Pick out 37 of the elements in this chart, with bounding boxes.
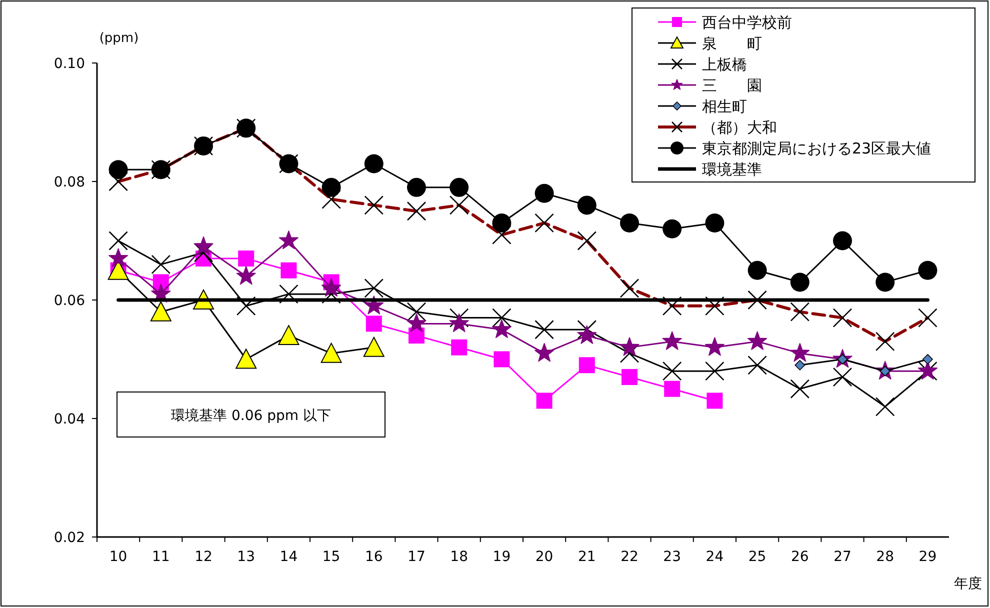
x-tick-label: 17 <box>408 549 426 565</box>
annotation: 環境基準 0.06 ppm 以下 <box>171 408 331 424</box>
x-tick-label: 22 <box>620 549 638 565</box>
text-box: 環境基準 0.06 ppm 以下 <box>116 392 386 438</box>
legend-label: 相生町 <box>702 97 747 116</box>
legend-label: 上板橋 <box>702 55 747 74</box>
x-tick-label: 23 <box>663 549 682 565</box>
legend-label: 西台中学校前 <box>702 13 792 32</box>
x-tick-label: 18 <box>450 549 468 565</box>
x-tick-label: 14 <box>280 549 298 565</box>
x-tick-label: 13 <box>237 549 256 565</box>
x-axis-title: 年度 <box>954 576 982 592</box>
x-tick-label: 11 <box>152 549 170 565</box>
x-tick-label: 10 <box>109 549 128 565</box>
legend-label: 東京都測定局における23区最大値 <box>702 139 932 158</box>
y-axis-title: (ppm) <box>99 31 139 46</box>
x-tick-label: 15 <box>322 549 340 565</box>
x-tick-label: 27 <box>834 549 852 565</box>
x-tick-label: 21 <box>578 549 596 565</box>
x-tick-label: 24 <box>706 549 724 565</box>
x-tick-label: 16 <box>364 549 383 565</box>
x-tick-label: 25 <box>748 549 766 565</box>
y-tick-label: 0.08 <box>54 174 85 190</box>
x-tick-label: 12 <box>194 549 212 565</box>
legend-label: 泉 町 <box>702 34 762 52</box>
y-tick-label: 0.10 <box>54 56 85 72</box>
legend-label: （都）大和 <box>702 118 777 136</box>
legend-label: 環境基準 <box>702 160 762 178</box>
x-tick-label: 20 <box>535 549 554 565</box>
x-tick-label: 29 <box>918 549 937 565</box>
x-tick-label: 19 <box>492 549 511 565</box>
y-tick-label: 0.02 <box>54 530 85 546</box>
x-tick-label: 26 <box>790 549 809 565</box>
y-tick-label: 0.04 <box>54 411 86 428</box>
y-tick-label: 0.06 <box>54 292 86 309</box>
x-tick-label: 28 <box>876 549 894 565</box>
legend-label: 三 園 <box>702 76 762 94</box>
